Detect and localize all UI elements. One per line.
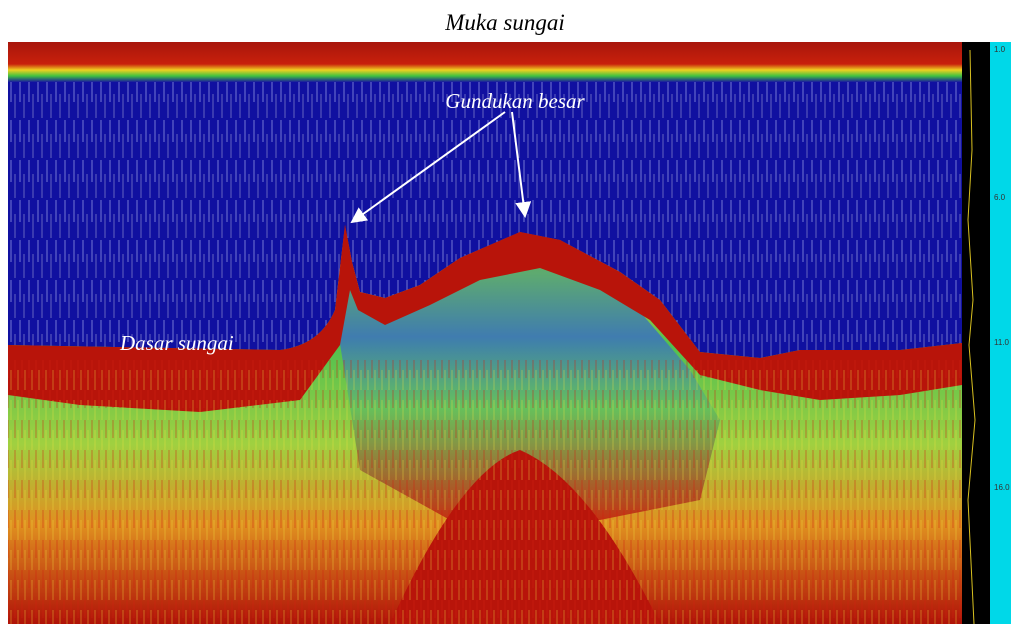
title: Muka sungai: [444, 10, 564, 35]
arrow: [350, 111, 506, 224]
hump-label: Gundukan besar: [445, 89, 585, 113]
depth-strip: [990, 42, 1011, 624]
depth-label: 11.0: [994, 338, 1010, 347]
surface-band: [8, 42, 962, 82]
depth-label: 16.0: [994, 483, 1010, 492]
texture: [8, 360, 962, 624]
depth-label: 6.0: [994, 193, 1006, 202]
side-strip: [962, 42, 990, 624]
bottom-label: Dasar sungai: [119, 331, 234, 355]
arrow: [511, 111, 532, 218]
depth-label: 1.0: [994, 45, 1006, 54]
trace: [967, 49, 976, 624]
